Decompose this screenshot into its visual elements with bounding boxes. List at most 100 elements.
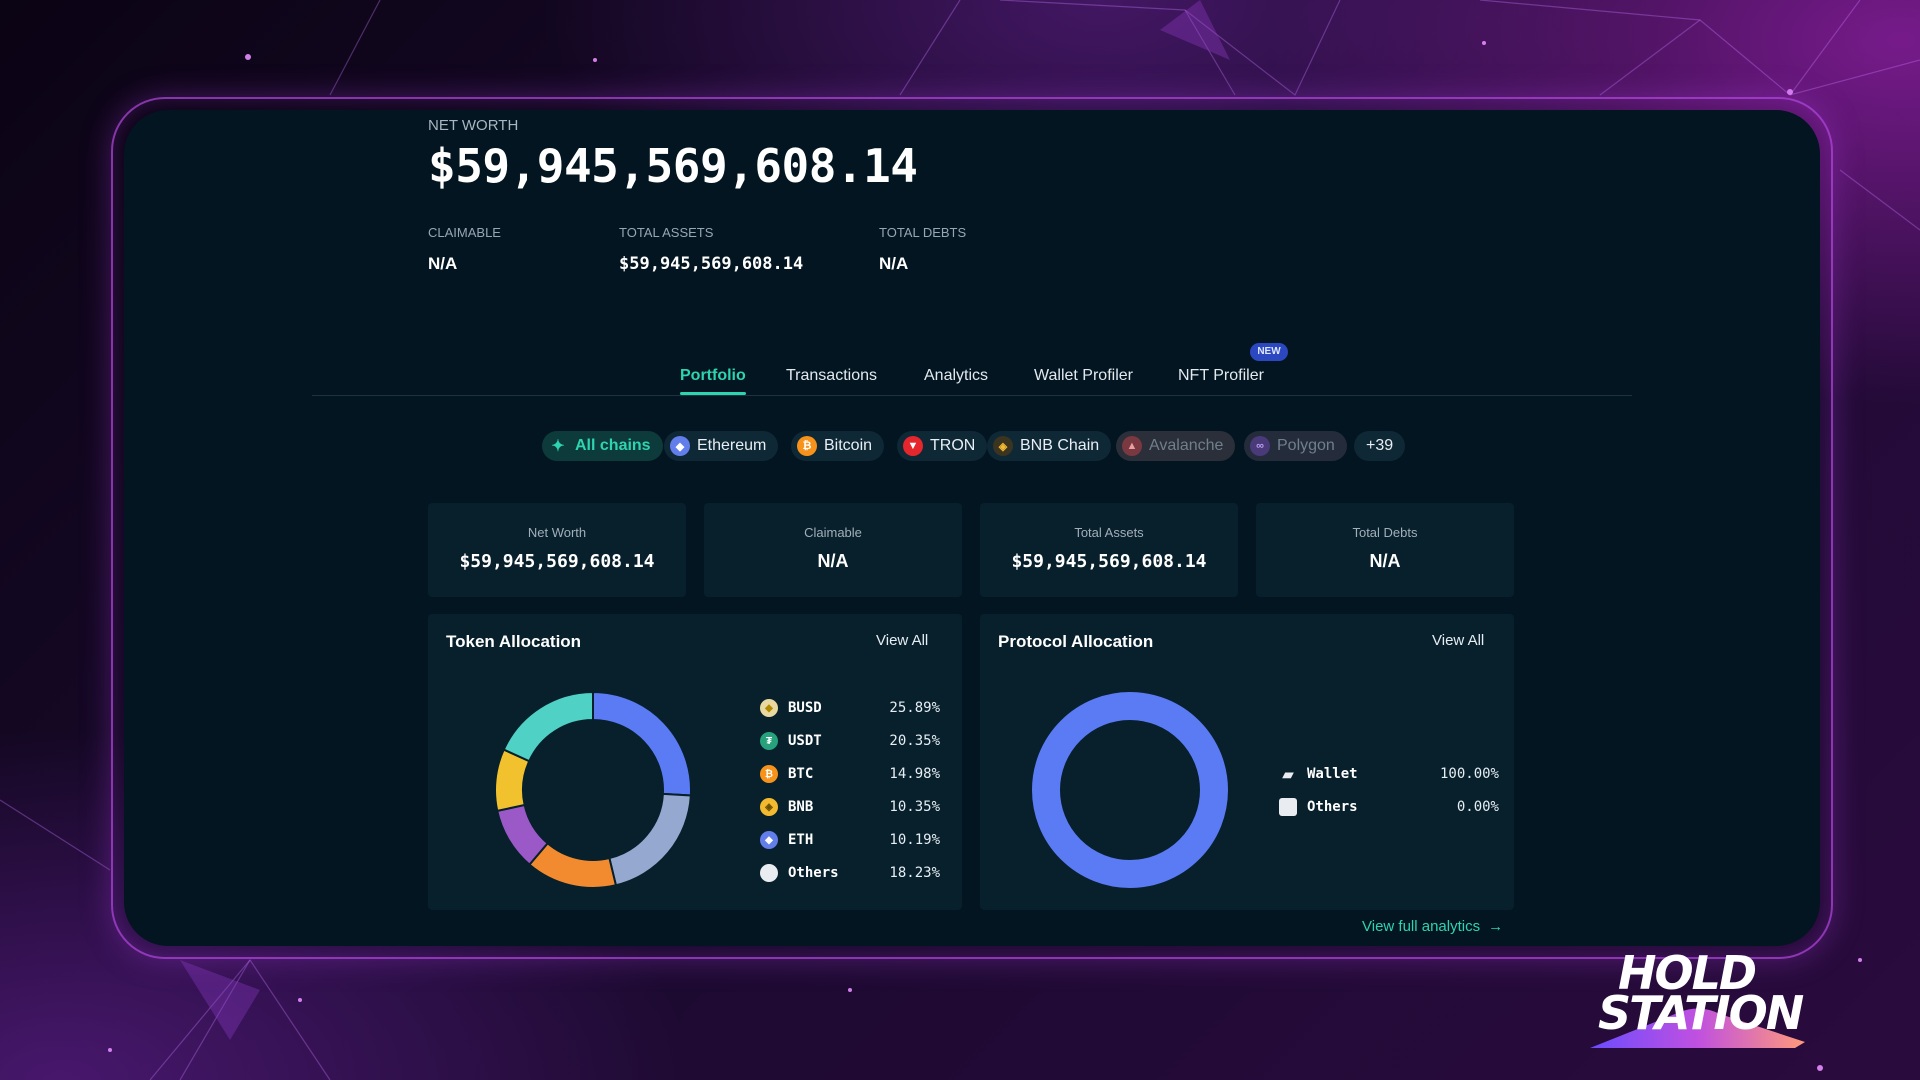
token-legend-name: ETH: [788, 832, 814, 848]
token-legend-item: ◈ BNB 10.35%: [760, 796, 940, 818]
usdt-icon: ₮: [760, 732, 778, 750]
card-label: Total Debts: [1352, 525, 1418, 540]
tab-analytics[interactable]: Analytics: [924, 367, 989, 384]
token-donut-chart: [494, 690, 692, 889]
chain-chip-label: Bitcoin: [824, 437, 873, 454]
token-legend-item: Others 18.23%: [760, 862, 940, 884]
arrow-right-icon: →: [1488, 918, 1504, 935]
card-total-debts: Total Debts N/A: [1256, 503, 1514, 597]
view-full-analytics-link[interactable]: View full analytics →: [1362, 918, 1503, 935]
chain-chip-bitcoin[interactable]: ₿ Bitcoin: [791, 431, 885, 461]
card-value: N/A: [1369, 551, 1401, 571]
logo-mountain-shape: [1590, 1008, 1805, 1048]
token-legend-percent: 25.89%: [889, 700, 940, 716]
card-label: Net Worth: [527, 525, 587, 540]
others-square-icon: [1279, 798, 1297, 816]
token-slice-usdt: [608, 792, 692, 887]
token-legend-percent: 10.19%: [889, 832, 940, 848]
total-debts-label: TOTAL DEBTS: [879, 225, 967, 240]
view-full-analytics-label: View full analytics: [1362, 918, 1481, 935]
card-label: Claimable: [804, 525, 862, 540]
token-legend-percent: 18.23%: [889, 865, 940, 881]
token-slice-busd: [592, 690, 692, 797]
bnb-icon: ◈: [760, 798, 778, 816]
btc-icon: ₿: [760, 765, 778, 783]
avalanche-icon: ▲: [1122, 436, 1142, 456]
token-slice-others: [502, 690, 594, 763]
protocol-legend-name: Others: [1307, 799, 1358, 815]
protocol-legend-name: Wallet: [1307, 766, 1358, 782]
tab-wallet-profiler[interactable]: Wallet Profiler: [1034, 367, 1133, 384]
card-value: $59,945,569,608.14: [1011, 551, 1207, 572]
chain-chip-label: TRON: [930, 437, 976, 454]
protocol-legend-percent: 0.00%: [1456, 799, 1499, 815]
token-legend-item: ₿ BTC 14.98%: [760, 763, 940, 785]
total-assets-value: $59,945,569,608.14: [619, 254, 804, 274]
token-legend-name: BTC: [788, 766, 814, 782]
protocol-legend-item: Others 0.00%: [1279, 796, 1499, 818]
tab-bar: Portfolio Transactions Analytics Wallet …: [124, 367, 1820, 407]
claimable-value: N/A: [428, 254, 458, 273]
tron-icon: ▼: [903, 436, 923, 456]
card-total-assets: Total Assets $59,945,569,608.14: [980, 503, 1238, 597]
token-legend-percent: 14.98%: [889, 766, 940, 782]
token-legend-name: BNB: [788, 799, 814, 815]
total-assets-label: TOTAL ASSETS: [619, 225, 714, 240]
device-frame: [111, 97, 1833, 959]
card-value: N/A: [817, 551, 849, 571]
tabs-divider: [312, 395, 1632, 396]
card-claimable: Claimable N/A: [704, 503, 962, 597]
token-legend-name: Others: [788, 865, 839, 881]
protocol-view-all-link[interactable]: View All: [1432, 632, 1485, 649]
tab-transactions[interactable]: Transactions: [786, 367, 877, 384]
chain-chip-polygon[interactable]: ∞ Polygon: [1244, 431, 1347, 461]
protocol-donut-chart: [1032, 692, 1228, 888]
chain-chip-bnb[interactable]: ◈ BNB Chain: [987, 431, 1112, 461]
chain-chip-tron[interactable]: ▼ TRON: [897, 431, 988, 461]
net-worth-label: NET WORTH: [428, 117, 519, 134]
tab-portfolio[interactable]: Portfolio: [680, 367, 746, 384]
active-tab-indicator: [680, 392, 746, 395]
net-worth-value: $59,945,569,608.14: [428, 139, 918, 193]
token-legend-item: ◆ BUSD 25.89%: [760, 697, 940, 719]
protocol-slice-wallet: [1032, 692, 1228, 888]
polygon-icon: ∞: [1250, 436, 1270, 456]
protocol-legend-item: ▰ Wallet 100.00%: [1279, 763, 1499, 785]
logo-text-line1: HOLD: [1618, 946, 1757, 1000]
card-net-worth: Net Worth $59,945,569,608.14: [428, 503, 686, 597]
chain-chip-label: Ethereum: [697, 437, 767, 454]
eth-icon: ◆: [760, 831, 778, 849]
sparkle-icon: ✦: [551, 438, 565, 455]
bitcoin-icon: ₿: [797, 436, 817, 456]
bnb-icon: ◈: [993, 436, 1013, 456]
claimable-label: CLAIMABLE: [428, 225, 501, 240]
holdstation-logo: HOLD STATION: [1590, 950, 1810, 1050]
total-debts-value: N/A: [879, 254, 909, 273]
token-legend-item: ◆ ETH 10.19%: [760, 829, 940, 851]
chain-chip-label: Avalanche: [1149, 437, 1224, 454]
chain-chip-more[interactable]: +39: [1354, 431, 1406, 461]
chain-chip-all[interactable]: ✦ All chains: [542, 431, 663, 461]
chain-chip-avalanche[interactable]: ▲ Avalanche: [1116, 431, 1236, 461]
new-badge: NEW: [1250, 343, 1288, 361]
protocol-legend-percent: 100.00%: [1439, 766, 1499, 782]
token-legend-percent: 10.35%: [889, 799, 940, 815]
logo-text-line2: STATION: [1598, 986, 1804, 1040]
portfolio-panel: NET WORTH $59,945,569,608.14 CLAIMABLE N…: [124, 110, 1820, 946]
card-value: $59,945,569,608.14: [459, 551, 655, 572]
tab-nft-profiler[interactable]: NFT Profiler: [1178, 367, 1264, 384]
chain-chip-label: Polygon: [1277, 437, 1335, 454]
token-allocation-title: Token Allocation: [446, 632, 582, 651]
token-legend-name: BUSD: [788, 700, 822, 716]
card-label: Total Assets: [1074, 525, 1144, 540]
token-allocation-card: Token Allocation View All ◆ BUSD 25.89% …: [428, 614, 962, 910]
token-legend-percent: 20.35%: [889, 733, 940, 749]
token-view-all-link[interactable]: View All: [876, 632, 929, 649]
chain-chip-ethereum[interactable]: ◆ Ethereum: [664, 431, 779, 461]
token-legend-item: ₮ USDT 20.35%: [760, 730, 940, 752]
chain-chip-label: BNB Chain: [1020, 437, 1100, 454]
protocol-allocation-title: Protocol Allocation: [998, 632, 1154, 651]
token-legend-name: USDT: [788, 733, 822, 749]
others-icon: [760, 864, 778, 882]
